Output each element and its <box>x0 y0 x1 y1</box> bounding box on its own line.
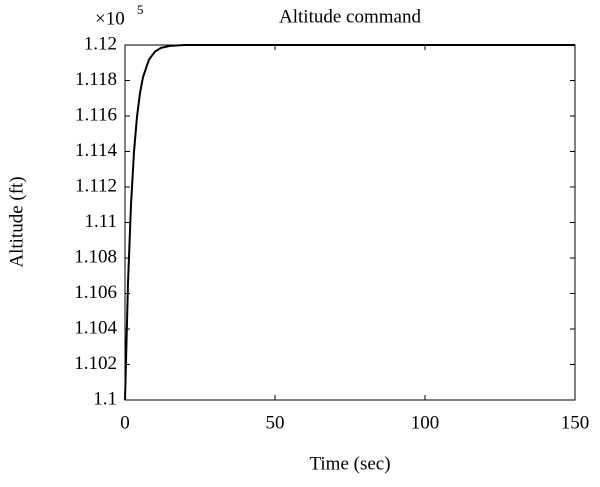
x-tick-label: 0 <box>120 412 130 433</box>
y-tick-label: 1.102 <box>74 353 117 374</box>
x-axis-label: Time (sec) <box>309 453 390 474</box>
y-tick-label: 1.114 <box>75 140 118 161</box>
chart-title: Altitude command <box>279 6 421 27</box>
plot-frame <box>124 44 576 401</box>
y-tick-label: 1.12 <box>84 33 117 54</box>
x-tick-label: 100 <box>411 412 440 433</box>
y-multiplier: ×10 <box>95 8 125 29</box>
y-tick-label: 1.104 <box>74 317 117 338</box>
y-tick-label: 1.118 <box>75 69 117 90</box>
y-tick-label: 1.116 <box>75 104 117 125</box>
y-tick-label: 1.106 <box>74 282 117 303</box>
x-tick-label: 150 <box>561 412 590 433</box>
y-axis-label: Altitude (ft) <box>6 176 27 267</box>
y-multiplier-exponent: 5 <box>137 2 144 17</box>
y-tick-label: 1.112 <box>75 175 117 196</box>
x-tick-label: 50 <box>266 412 285 433</box>
y-tick-label: 1.1 <box>93 388 117 409</box>
data-line <box>124 44 575 401</box>
y-tick-label: 1.108 <box>74 246 117 267</box>
y-tick-label: 1.11 <box>84 211 117 232</box>
